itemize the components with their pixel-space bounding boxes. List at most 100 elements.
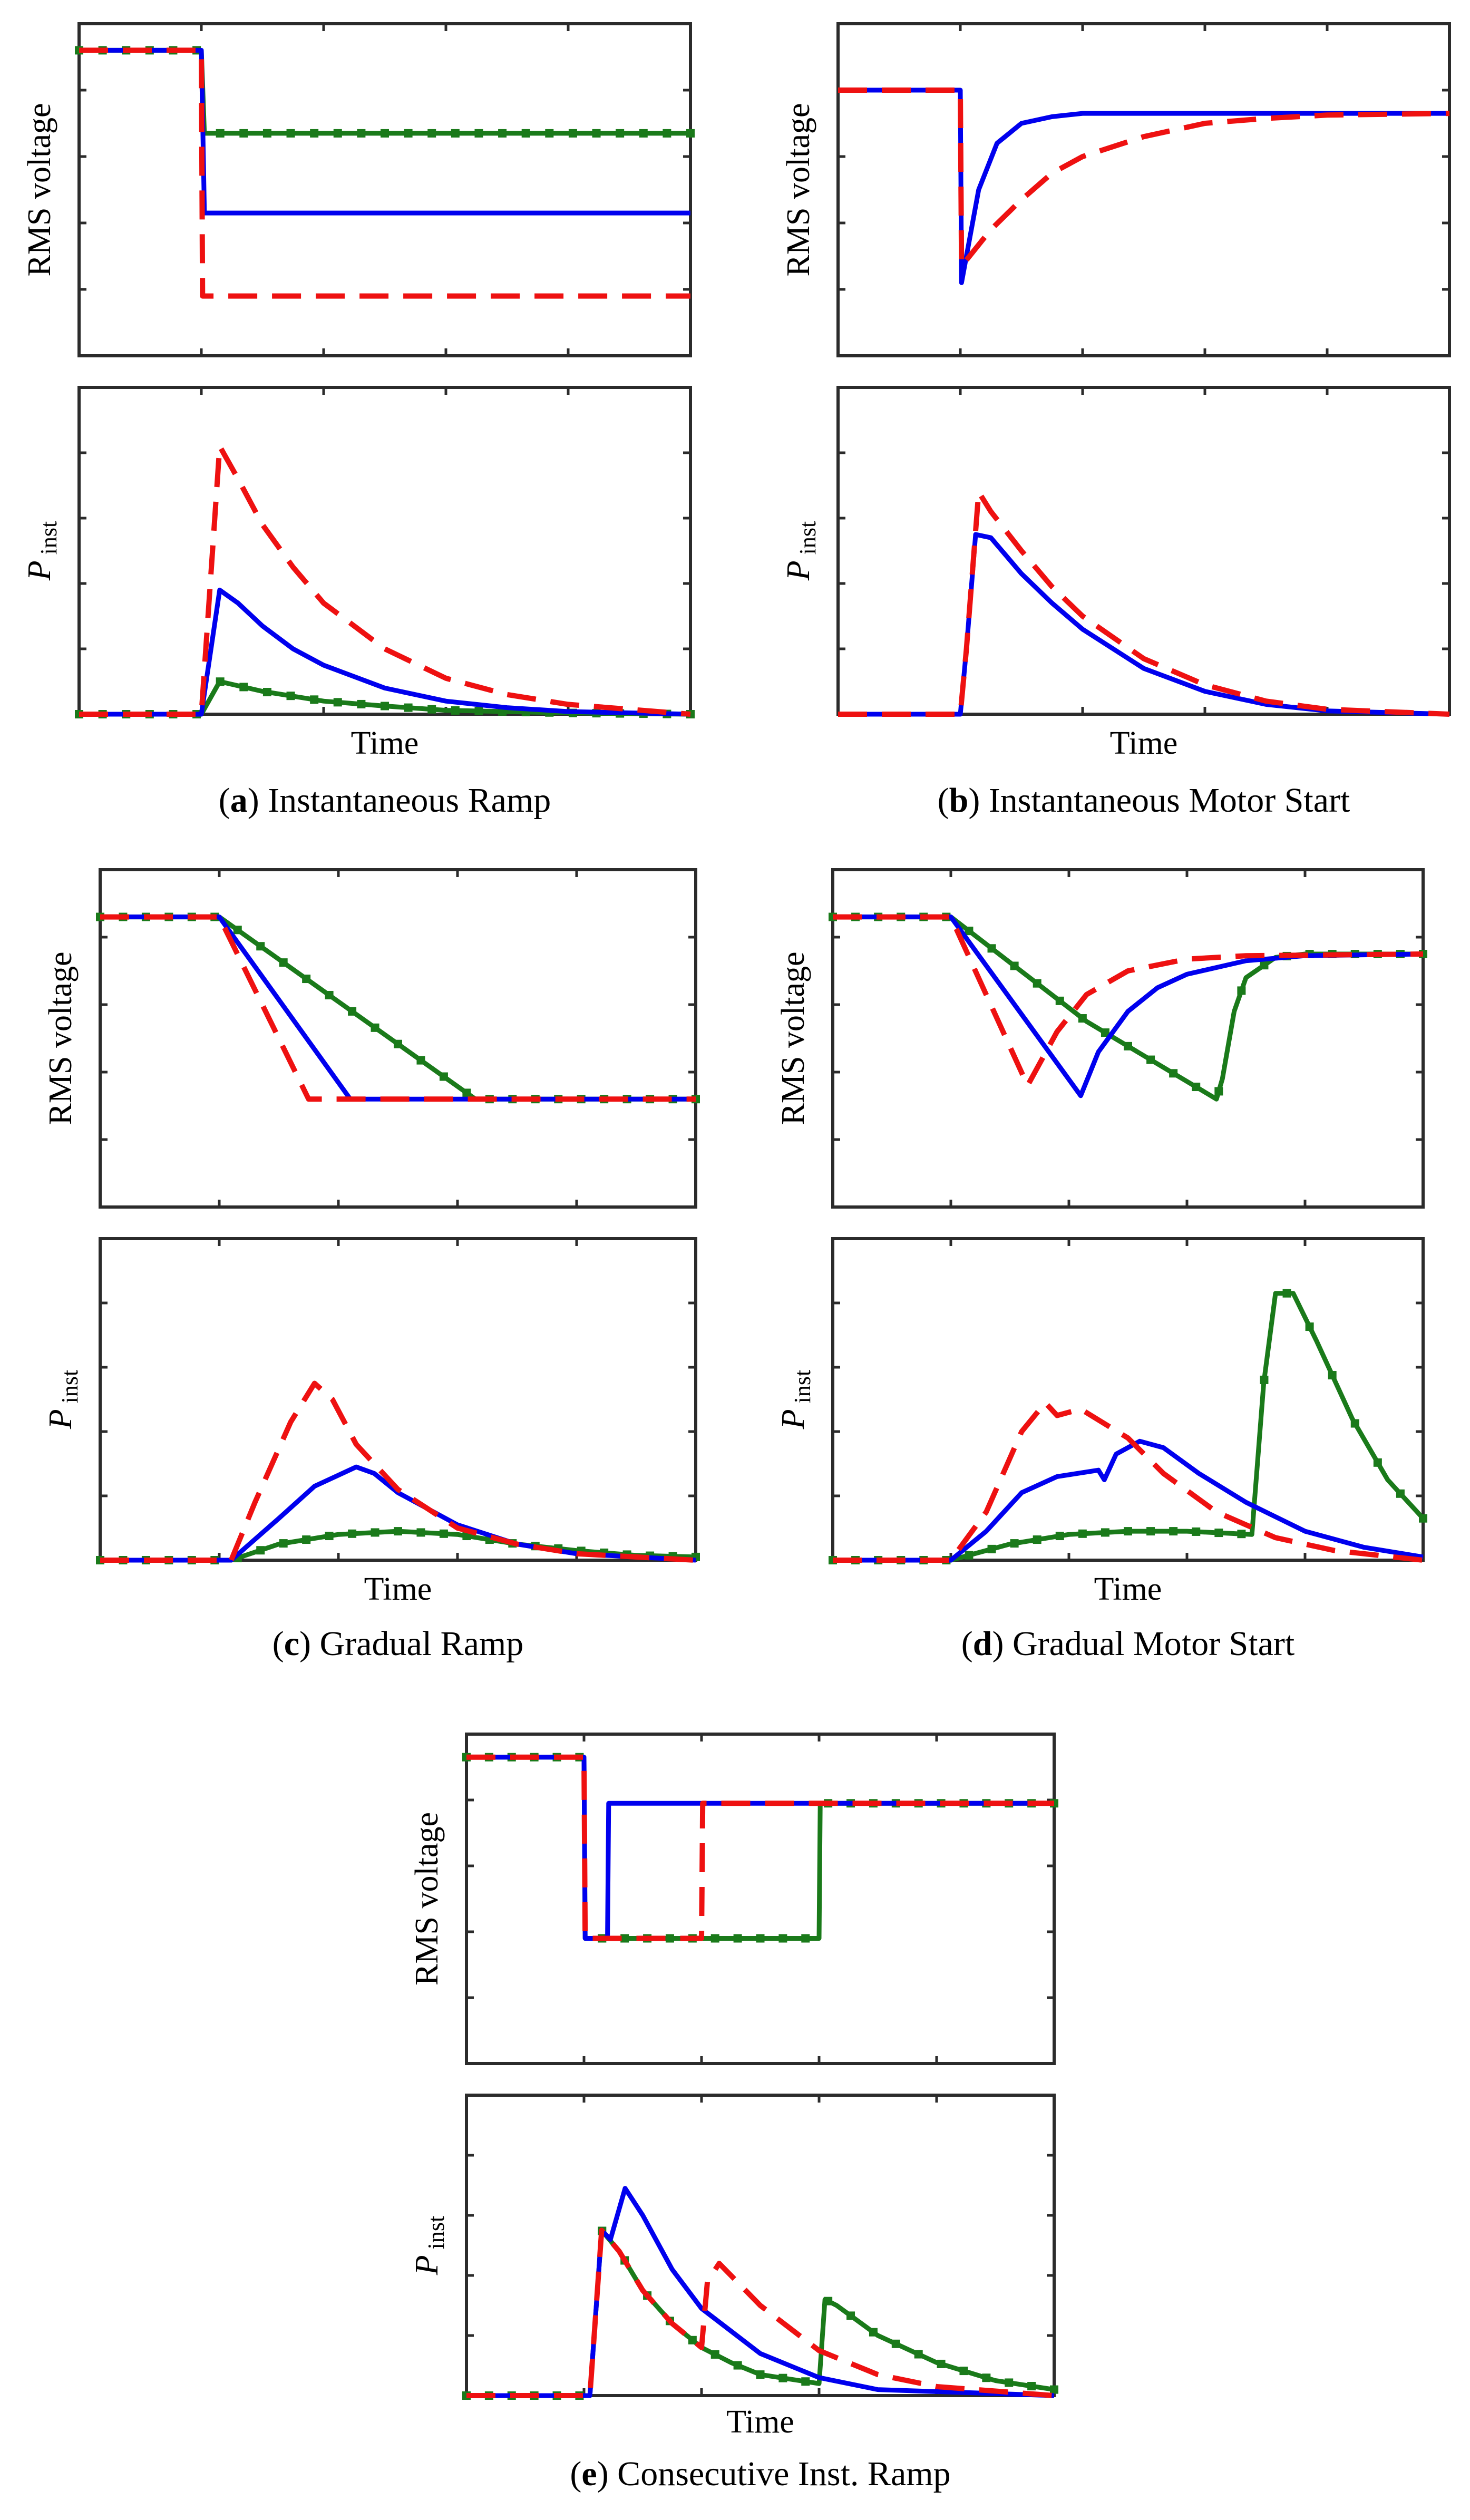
power-d-marker [1373, 1458, 1382, 1467]
voltage-ylabel: RMS voltage [43, 952, 79, 1125]
time-xlabel: Time [351, 725, 419, 761]
voltage-d-marker [1260, 961, 1269, 970]
power-ylabel: P inst [781, 521, 821, 581]
caption-open: ( [219, 781, 230, 820]
time-xlabel: Time [1094, 1571, 1162, 1607]
voltage-c-marker [371, 1023, 379, 1032]
power-ylabel-main: P [409, 2255, 445, 2275]
power-d-red-line [833, 1400, 1424, 1563]
power-d-marker [1237, 1530, 1246, 1539]
power-d-marker [1146, 1527, 1155, 1536]
voltage-ylabel: RMS voltage [781, 103, 816, 277]
caption-close: ) [597, 2455, 617, 2493]
voltage-e-red-line [466, 1754, 1054, 1941]
power-a-marker [216, 677, 225, 686]
voltage-c-green-line [100, 914, 696, 1102]
power-e-marker [914, 2350, 923, 2359]
power-c-red-line [100, 1380, 696, 1563]
subfigure-a: RMS voltage P inst Time (a) Instantaneous R… [22, 22, 695, 820]
power-d-marker [1396, 1489, 1405, 1498]
voltage-d-marker [1192, 1083, 1201, 1092]
power-ylabel-sub: inst [423, 2216, 449, 2255]
voltage-e-marker [756, 1934, 765, 1943]
voltage-c-frame [99, 868, 697, 1209]
voltage-d-marker [1101, 1028, 1109, 1037]
voltage-a-marker [310, 129, 319, 138]
voltage-a-marker [239, 129, 248, 138]
power-d-marker [1169, 1527, 1178, 1536]
power-a-marker [239, 683, 248, 692]
voltage-b-red-line [838, 87, 1450, 269]
voltage-d-marker [1124, 1042, 1132, 1050]
voltage-b-frame [836, 22, 1451, 357]
power-d-marker [987, 1544, 996, 1553]
voltage-a-marker [521, 129, 530, 138]
power-panel-a: P inst Time [22, 386, 695, 761]
power-c-blue-line [100, 1464, 696, 1563]
voltage-d-marker [965, 927, 973, 936]
power-ylabel-main: P [22, 560, 57, 581]
voltage-a-marker [262, 129, 271, 138]
power-b-frame [836, 386, 1451, 716]
power-e-marker [824, 2297, 833, 2305]
voltage-a-marker [545, 129, 554, 138]
subfigure-e: RMS voltage P inst Time (e) Consecutive Ins… [409, 1733, 1058, 2493]
voltage-e-marker [733, 1934, 742, 1943]
power-e-marker [778, 2373, 787, 2382]
caption-text: Gradual Ramp [320, 1624, 524, 1663]
caption-letter: e [581, 2455, 597, 2493]
power-c-marker [394, 1527, 402, 1536]
power-ylabel: P inst [22, 521, 62, 581]
power-a-marker [262, 688, 271, 697]
voltage-a-marker [663, 129, 671, 138]
voltage-a-marker [568, 129, 577, 138]
voltage-panel-b: RMS voltage [781, 22, 1451, 357]
voltage-e-frame [465, 1733, 1056, 2065]
caption-close: ) [299, 1624, 319, 1663]
power-ylabel-main: P [775, 1409, 811, 1429]
power-d-marker [1419, 1514, 1427, 1523]
power-e-marker [959, 2367, 968, 2376]
voltage-a-marker [474, 129, 483, 138]
caption-letter: b [949, 781, 969, 820]
power-d-blue-line [833, 1438, 1424, 1563]
power-a-marker [333, 698, 342, 707]
voltage-a-marker [381, 129, 389, 138]
power-panel-b: P inst Time [781, 386, 1451, 761]
voltage-c-marker [256, 942, 265, 951]
caption-open: ( [961, 1624, 973, 1663]
power-panel-c: P inst Time [43, 1237, 700, 1607]
voltage-c-marker [394, 1039, 402, 1048]
voltage-d-red-line [833, 914, 1424, 1088]
power-c-marker [348, 1529, 357, 1538]
power-d-marker [1328, 1371, 1337, 1380]
power-d-marker [965, 1551, 973, 1560]
voltage-c-marker [325, 990, 334, 999]
power-c-marker [302, 1535, 311, 1544]
voltage-a-marker [286, 129, 295, 138]
voltage-a-marker [333, 129, 342, 138]
power-c-marker [325, 1532, 334, 1541]
power-panel-e: P inst Time [409, 2094, 1058, 2440]
voltage-e-green-line [466, 1755, 1054, 1941]
voltage-e-marker [710, 1934, 719, 1943]
power-a-marker [404, 703, 413, 712]
power-ylabel-sub: inst [790, 1370, 815, 1409]
caption-d: (d) Gradual Motor Start [961, 1624, 1294, 1663]
caption-text: Instantaneous Ramp [268, 781, 551, 820]
power-e-marker [710, 2350, 719, 2359]
voltage-c-marker [233, 926, 242, 935]
caption-text: Gradual Motor Start [1013, 1624, 1294, 1663]
power-ylabel-sub: inst [795, 521, 821, 561]
voltage-a-marker [639, 129, 648, 138]
power-d-green-line [833, 1291, 1425, 1563]
power-a-blue-line [79, 587, 691, 717]
power-d-marker [1101, 1528, 1109, 1537]
voltage-d-blue-line [833, 914, 1424, 1098]
power-e-marker [869, 2328, 878, 2337]
voltage-d-marker [1078, 1014, 1087, 1023]
power-d-marker [1033, 1535, 1041, 1544]
caption-open: ( [938, 781, 949, 820]
power-d-marker [1282, 1289, 1291, 1298]
